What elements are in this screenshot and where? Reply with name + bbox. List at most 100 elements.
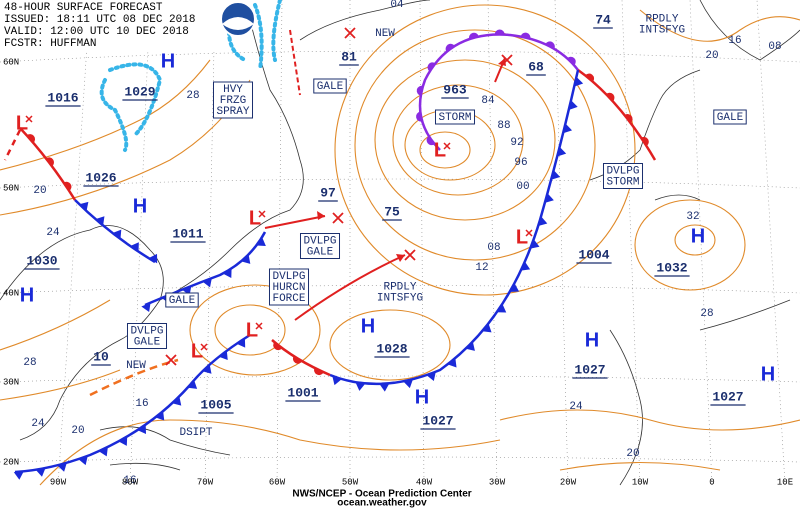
front-semicircle xyxy=(545,41,555,49)
annotation-box xyxy=(165,292,199,308)
annotation: NEW xyxy=(126,360,146,372)
pressure-label: 1029 xyxy=(124,84,155,99)
header-title: 48-HOUR SURFACE FORECAST xyxy=(4,2,163,14)
pressure-label: 1027 xyxy=(574,362,605,377)
annotation-box xyxy=(299,233,341,259)
warm-front xyxy=(271,339,331,377)
freezing-spray-area xyxy=(99,62,163,152)
pressure-label: 963 xyxy=(443,82,467,97)
annotation-text: DVLPG xyxy=(272,271,305,283)
isobar-label: 24 xyxy=(46,227,60,239)
front-semicircle xyxy=(26,134,36,143)
annotation-text: FORCE xyxy=(272,293,305,305)
front-triangle xyxy=(236,338,246,348)
front-triangle xyxy=(563,123,573,134)
annotation-text: GALE xyxy=(169,295,196,307)
pressure-label: 1030 xyxy=(26,253,57,268)
longitude-label: 10E xyxy=(777,477,793,487)
front-triangle xyxy=(137,424,147,435)
low-symbol: L xyxy=(246,319,258,341)
high-symbol: H xyxy=(585,329,599,351)
warm-front xyxy=(577,68,657,161)
low-center-mark xyxy=(25,115,33,123)
dissipating-front xyxy=(3,129,22,161)
annotation-text: NEW xyxy=(375,28,395,40)
latitude-label: 30N xyxy=(3,377,19,387)
isobar-label: 08 xyxy=(487,242,500,254)
front-semicircle xyxy=(567,56,576,66)
isobar-label: 16 xyxy=(728,35,741,47)
longitude-label: 50W xyxy=(342,477,359,487)
front-triangle xyxy=(130,242,139,252)
front-triangle xyxy=(98,446,108,457)
isobar-label: 92 xyxy=(510,137,523,149)
front-triangle xyxy=(241,254,251,264)
annotation: GALE xyxy=(165,292,199,308)
front-semicircle xyxy=(606,92,615,102)
front-semicircle xyxy=(468,32,479,40)
front-triangle xyxy=(557,146,567,157)
front-semicircle xyxy=(624,114,633,123)
annotation-text: SPRAY xyxy=(216,106,249,118)
logo xyxy=(220,1,256,37)
front-triangle xyxy=(568,100,578,110)
front-semicircle xyxy=(494,29,505,35)
front-triangle xyxy=(222,268,232,278)
front-semicircle xyxy=(314,367,324,376)
pressure-label: 1028 xyxy=(376,341,407,356)
pressure-label: 81 xyxy=(341,49,357,64)
isobar-label: 28 xyxy=(23,357,36,369)
latitude-label: 50N xyxy=(3,183,19,193)
header-forecaster: FCSTR: HUFFMAN xyxy=(4,38,96,50)
annotation-text: DVLPG xyxy=(303,235,336,247)
front-triangle xyxy=(496,303,507,313)
isobars xyxy=(0,4,800,486)
isobar-label: 32 xyxy=(686,211,699,223)
low-center-mark xyxy=(200,343,208,351)
annotation: DSIPT xyxy=(179,427,212,439)
low-symbol: L xyxy=(191,340,203,362)
low-symbol: L xyxy=(434,139,446,161)
isobar-label: 00 xyxy=(516,181,529,193)
isobar-label: 24 xyxy=(31,418,45,430)
low-center-mark xyxy=(443,142,451,150)
annotation-text: INTSFYG xyxy=(639,24,685,36)
front-triangle xyxy=(35,468,46,477)
front-triangle xyxy=(13,471,24,480)
pressure-label: 1005 xyxy=(200,397,231,412)
ice-edge xyxy=(289,29,301,96)
pressure-label: 1011 xyxy=(172,226,203,241)
header-issued: ISSUED: 18:11 UTC 08 DEC 2018 xyxy=(4,14,195,26)
annotation: STORM xyxy=(434,109,476,125)
isobar-label: 16 xyxy=(135,398,148,410)
annotation-box xyxy=(602,163,644,189)
annotation: GALE xyxy=(313,78,347,94)
front-semicircle xyxy=(63,181,72,191)
longitude-label: 20W xyxy=(560,477,577,487)
front-semicircle xyxy=(273,342,283,351)
front-triangle xyxy=(403,379,413,389)
front-triangle xyxy=(355,382,366,391)
high-symbol: H xyxy=(361,315,375,337)
front-triangle xyxy=(520,261,531,271)
annotation-text: INTSFYG xyxy=(377,292,423,304)
pressure-label: 1004 xyxy=(578,247,609,262)
annotation-text: DVLPG xyxy=(130,325,163,337)
isobar-label: 04 xyxy=(390,0,404,11)
annotation-text: FRZG xyxy=(220,95,246,107)
longitude-label: 70W xyxy=(197,477,214,487)
front-triangle xyxy=(426,371,436,382)
front-triangle xyxy=(187,379,198,389)
isobar-label: 16 xyxy=(123,475,136,487)
annotation-box xyxy=(212,81,254,119)
latitude-label: 60N xyxy=(3,57,19,67)
isobar-label: 20 xyxy=(626,448,639,460)
pressure-label: 68 xyxy=(528,59,544,74)
longitude-label: 80W xyxy=(122,477,139,487)
pressure-label: 74 xyxy=(595,12,611,27)
high-symbol: H xyxy=(761,363,775,385)
isobar-label: 28 xyxy=(700,308,713,320)
front-semicircle xyxy=(445,43,455,52)
